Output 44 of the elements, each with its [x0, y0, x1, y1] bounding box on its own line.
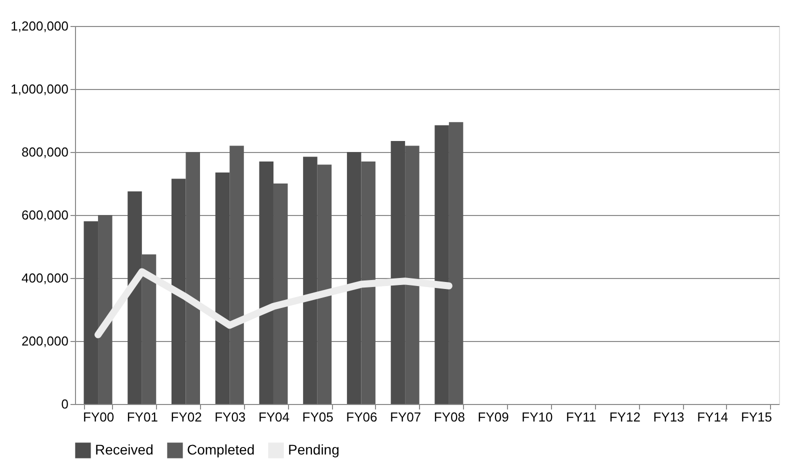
- bar: [98, 215, 112, 404]
- bar: [448, 122, 464, 404]
- bar: [434, 125, 449, 404]
- x-tick-label: FY15: [740, 410, 772, 424]
- x-tick-label: FY12: [609, 410, 640, 424]
- legend-label: Pending: [288, 441, 340, 458]
- x-tick-label: FY09: [478, 410, 509, 424]
- legend-label: Received: [95, 441, 154, 458]
- bar: [84, 221, 98, 404]
- x-tick-label: FY01: [126, 410, 158, 424]
- bar: [142, 254, 156, 404]
- x-tick-label: FY06: [346, 410, 378, 424]
- x-tick-label: FY00: [82, 410, 114, 424]
- x-tick-label: FY14: [697, 410, 728, 424]
- x-tick-label: FY05: [302, 410, 334, 424]
- y-tick-label: 1,000,000: [10, 82, 68, 96]
- bar: [128, 191, 142, 404]
- legend-label: Completed: [187, 441, 255, 458]
- bar: [317, 164, 332, 404]
- y-tick-label: 0: [61, 396, 68, 412]
- x-tick-label: FY03: [214, 410, 246, 424]
- bar: [361, 161, 376, 404]
- x-tick-label: FY10: [522, 410, 553, 424]
- bar: [259, 161, 274, 404]
- y-tick-label: 1,200,000: [10, 18, 68, 34]
- x-tick-label: FY08: [434, 410, 465, 424]
- bar: [230, 146, 244, 404]
- x-tick-label: FY07: [390, 410, 422, 424]
- y-tick-label: 800,000: [22, 144, 68, 160]
- x-tick-label: FY02: [170, 410, 202, 424]
- bar: [390, 140, 406, 404]
- x-tick-label: FY04: [258, 410, 290, 424]
- y-tick-label: 400,000: [22, 270, 68, 286]
- bar: [215, 172, 230, 404]
- bar: [186, 152, 200, 404]
- x-tick-label: FY13: [653, 410, 684, 424]
- x-tick-label: FY11: [566, 410, 596, 424]
- y-tick-label: 600,000: [22, 208, 68, 222]
- bar: [303, 156, 318, 404]
- bar: [346, 152, 362, 404]
- y-tick-label: 200,000: [22, 334, 68, 348]
- bar: [172, 178, 186, 404]
- bar: [273, 184, 288, 404]
- bar: [405, 146, 420, 404]
